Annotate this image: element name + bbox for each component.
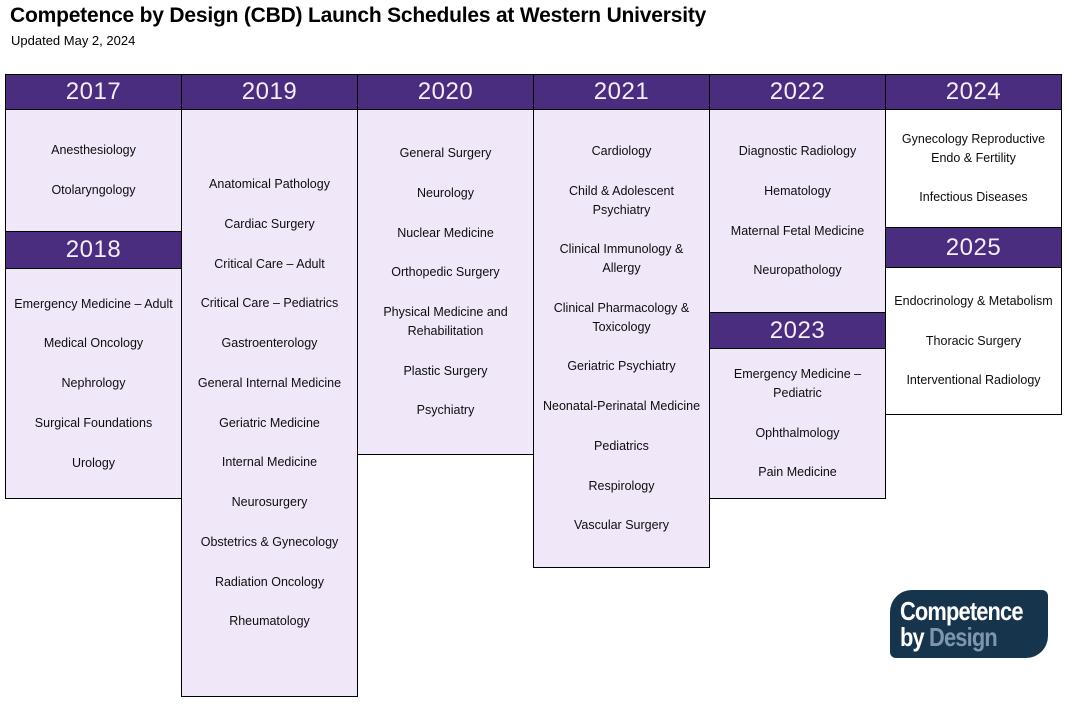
year-body-2025: Endocrinology & Metabolism Thoracic Surge… [885, 267, 1062, 415]
year-header-2021: 2021 [533, 74, 710, 110]
specialty-item: Clinical Pharmacology & Toxicology [553, 300, 690, 334]
specialty-item: Respirology [588, 478, 655, 493]
logo-line-1: Competence [900, 598, 1024, 624]
logo-text-competence: Competence [900, 596, 1024, 626]
specialty-item: Emergency Medicine – Pediatric [733, 367, 862, 400]
updated-date: Updated May 2, 2024 [11, 33, 136, 48]
year-header-2017: 2017 [5, 74, 182, 110]
logo-text-design: Design [929, 622, 998, 652]
year-body-2022: Diagnostic Radiology Hematology Maternal F… [709, 109, 886, 313]
specialty-item: Endocrinology & Metabolism [894, 293, 1053, 308]
specialty-item: Obstetrics & Gynecology [200, 534, 339, 549]
specialty-item: Gastroenterology [221, 336, 318, 350]
year-body-2018: Emergency Medicine – Adult Medical Oncolo… [5, 268, 182, 499]
specialty-item: Clinical Immunology & Allergy [559, 242, 684, 275]
specialty-item: Emergency Medicine – Adult [14, 296, 173, 311]
specialty-item: Pain Medicine [758, 465, 837, 480]
year-column: 2017 Anesthesiology Otolaryngology 2018 Emer… [5, 74, 182, 499]
specialty-item: Medical Oncology [43, 336, 144, 351]
year-body-2024: Gynecology Reproductive Endo & Fertility… [885, 109, 1062, 228]
specialty-item: Nuclear Medicine [397, 225, 494, 240]
specialty-item: Geriatric Medicine [219, 415, 320, 430]
year-body-2017: Anesthesiology Otolaryngology [5, 109, 182, 232]
logo-text-by: by [900, 622, 925, 652]
specialty-item: Plastic Surgery [403, 363, 488, 378]
specialty-item: Anesthesiology [51, 143, 136, 158]
year-column: 2022 Diagnostic Radiology Hematology Matern… [709, 74, 886, 499]
year-header-2019: 2019 [181, 74, 358, 110]
specialty-item: Physical Medicine and Rehabilitation [383, 305, 508, 338]
specialty-item: Neuropathology [753, 263, 842, 278]
specialty-item: Infectious Diseases [919, 190, 1028, 205]
year-header-2022: 2022 [709, 74, 886, 110]
specialty-item: General Internal Medicine [197, 375, 342, 390]
specialty-item: Vascular Surgery [574, 518, 669, 533]
specialty-item: Hematology [764, 183, 831, 198]
specialty-item: Maternal Fetal Medicine [730, 223, 865, 238]
specialty-item: Geriatric Psychiatry [567, 359, 676, 374]
specialty-item: General Surgery [399, 146, 492, 160]
specialty-item: Child & Adolescent Psychiatry [569, 183, 674, 217]
specialty-item: Cardiac Surgery [224, 216, 315, 231]
specialty-item: Critical Care – Adult [214, 256, 325, 271]
specialty-item: Cardiology [591, 144, 652, 158]
specialty-item: Urology [71, 455, 116, 470]
year-column: 2019 Anatomical Pathology Cardiac Surgery C… [181, 74, 358, 697]
specialty-item: Neonatal-Perinatal Medicine [542, 399, 701, 413]
specialty-item: Critical Care – Pediatrics [200, 296, 339, 311]
year-header-2020: 2020 [357, 74, 534, 110]
specialty-item: Internal Medicine [221, 455, 318, 470]
year-column: 2021 Cardiology Child & Adolescent Psychia… [533, 74, 710, 568]
specialty-item: Neurology [417, 185, 474, 200]
year-body-2023: Emergency Medicine – Pediatric Ophthalmol… [709, 348, 886, 499]
year-header-2025: 2025 [885, 227, 1062, 268]
specialty-item: Pediatrics [594, 438, 649, 453]
specialty-item: Orthopedic Surgery [391, 265, 500, 280]
competence-by-design-logo: Competence by Design [890, 590, 1048, 658]
specialty-item: Interventional Radiology [906, 373, 1041, 388]
year-body-2019: Anatomical Pathology Cardiac Surgery Criti… [181, 109, 358, 697]
year-body-2020: General Surgery Neurology Nuclear Medicine… [357, 109, 534, 455]
specialty-item: Neurosurgery [231, 495, 308, 509]
specialty-item: Rheumatology [229, 614, 310, 629]
specialty-item: Psychiatry [416, 403, 475, 418]
specialty-item: Anatomical Pathology [209, 177, 330, 191]
year-body-2021: Cardiology Child & Adolescent Psychiatry C… [533, 109, 710, 568]
logo-line-2: by Design [900, 624, 1024, 650]
specialty-item: Otolaryngology [51, 183, 136, 197]
specialty-item: Ophthalmology [755, 425, 840, 440]
year-header-2024: 2024 [885, 74, 1062, 110]
specialty-item: Gynecology Reproductive Endo & Fertility [901, 131, 1046, 165]
year-header-2018: 2018 [5, 231, 182, 269]
specialty-item: Nephrology [61, 376, 126, 391]
year-column: 2024 Gynecology Reproductive Endo & Ferti… [885, 74, 1062, 415]
specialty-item: Radiation Oncology [214, 574, 325, 589]
year-column: 2020 General Surgery Neurology Nuclear Medi… [357, 74, 534, 455]
year-header-2023: 2023 [709, 312, 886, 349]
page-title: Competence by Design (CBD) Launch Schedu… [10, 4, 707, 27]
specialty-item: Surgical Foundations [34, 415, 153, 430]
specialty-item: Diagnostic Radiology [738, 144, 857, 158]
specialty-item: Thoracic Surgery [925, 333, 1022, 348]
